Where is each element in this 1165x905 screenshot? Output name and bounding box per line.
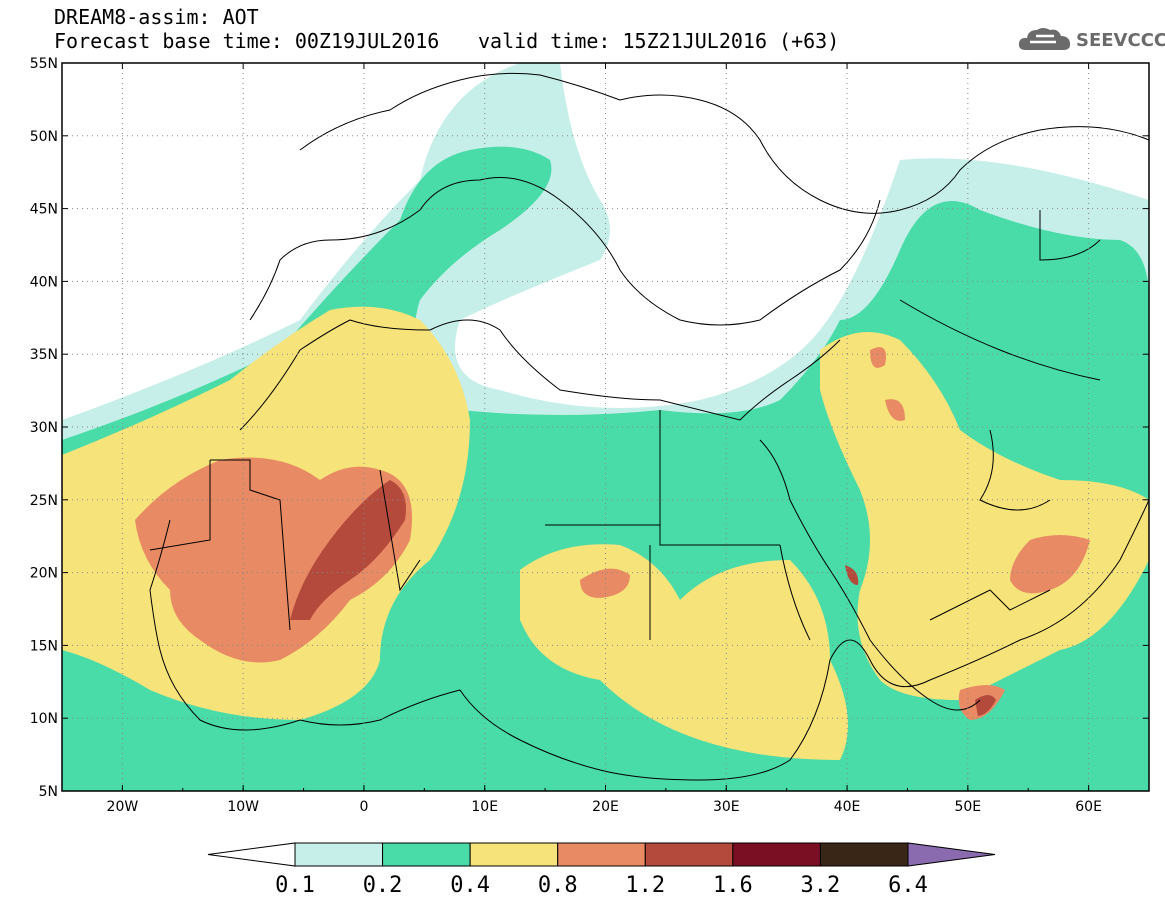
chart-title: DREAM8-assim: AOT <box>54 5 259 29</box>
aot-0.8-region <box>135 347 1090 720</box>
lon-tick-label: 10E <box>471 799 498 815</box>
colorbar-label: 1.6 <box>713 873 753 898</box>
lon-tick-label: 50E <box>954 799 981 815</box>
aot-0.4-region <box>62 306 1149 760</box>
lat-tick-label: 40N <box>30 274 58 290</box>
cloud-icon <box>1018 28 1071 50</box>
colorbar-swatch <box>382 842 471 867</box>
colorbar-label: 1.2 <box>625 873 665 898</box>
lon-tick-label: 30E <box>713 799 740 815</box>
aot-field <box>62 63 1149 791</box>
valid-time: valid time: 15Z21JUL2016 (+63) <box>478 29 840 53</box>
seevccc-logo: SEEVCCC <box>1016 22 1165 58</box>
lat-tick-label: 45N <box>30 202 58 218</box>
lon-tick-label: 20W <box>107 799 139 815</box>
lat-tick-label: 25N <box>30 493 58 509</box>
country-borders <box>149 72 1149 781</box>
lon-tick-label: 20E <box>592 799 619 815</box>
colorbar-label: 0.1 <box>275 873 315 898</box>
colorbar-lower-extension <box>207 842 296 867</box>
lat-tick-label: 55N <box>30 56 58 72</box>
forecast-base-time: Forecast base time: 00Z19JUL2016 <box>54 29 440 53</box>
lat-tick-label: 35N <box>30 347 58 363</box>
lat-tick-label: 30N <box>30 420 58 436</box>
colorbar-swatch <box>557 842 646 867</box>
colorbar-swatch <box>819 842 909 867</box>
lon-tick-label: 10W <box>227 799 259 815</box>
colorbar-label: 0.8 <box>538 873 578 898</box>
lon-tick-label: 60E <box>1075 799 1102 815</box>
lat-tick-label: 5N <box>39 784 58 800</box>
colorbar-swatch <box>644 842 734 867</box>
lat-tick-label: 50N <box>30 129 58 145</box>
colorbar-swatch <box>732 842 821 867</box>
colorbar-label: 3.2 <box>801 873 841 898</box>
longitude-axis: 20W 10W 0 10E 20E 30E 40E 50E 60E <box>61 63 1150 815</box>
lat-tick-label: 10N <box>30 711 58 727</box>
lon-tick-label: 40E <box>834 799 861 815</box>
colorbar-swatch <box>294 842 384 867</box>
lon-tick-label: 0 <box>359 799 368 815</box>
colorbar-label: 6.4 <box>888 873 928 898</box>
colorbar-label: 0.4 <box>450 873 490 898</box>
lat-tick-label: 20N <box>30 566 58 582</box>
lat-tick-label: 15N <box>30 638 58 654</box>
gridlines <box>62 63 1149 791</box>
colorbar-upper-extension <box>907 842 996 867</box>
colorbar-swatch <box>469 842 559 867</box>
logo-text: SEEVCCC <box>1076 30 1165 51</box>
colorbar-label: 0.2 <box>363 873 403 898</box>
colorbar: 0.1 0.2 0.4 0.8 1.2 1.6 3.2 6.4 <box>207 842 996 898</box>
latitude-axis: 55N 50N 45N 40N 35N 30N 25N 20N 15N 10N 5N <box>30 56 1149 800</box>
